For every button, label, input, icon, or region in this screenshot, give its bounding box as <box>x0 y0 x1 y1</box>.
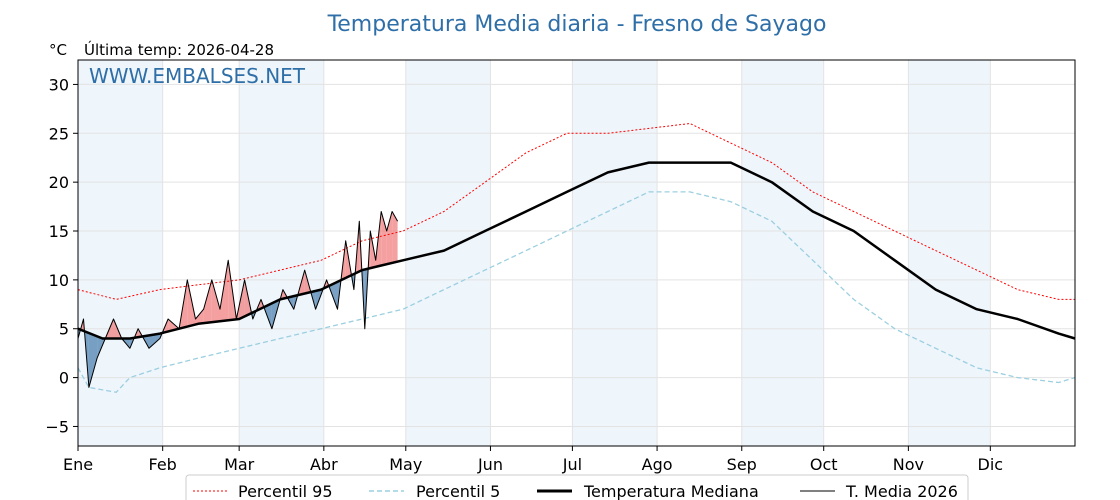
y-tick-label-25: 25 <box>49 124 69 143</box>
series-line-p5 <box>77 191 1076 394</box>
month-shade-1 <box>239 60 324 446</box>
plot-frame <box>77 59 1076 447</box>
x-tick-label-May: May <box>389 455 422 474</box>
y-tick-label-30: 30 <box>49 75 69 94</box>
x-tick-label-Dic: Dic <box>978 455 1004 474</box>
y-tick-label-10: 10 <box>49 271 69 290</box>
legend: Percentil 95 Percentil 5 Temperatura Med… <box>185 474 969 500</box>
legend-label-p95: Percentil 95 <box>238 482 333 500</box>
y-tick-label--5: −5 <box>45 417 69 436</box>
series-lines <box>77 122 1076 394</box>
x-tick-label-Jun: Jun <box>477 455 503 474</box>
fill-segment-10 <box>149 333 160 349</box>
series-line-p95 <box>77 122 1075 300</box>
x-axis: Ene Feb Mar Abr May Jun Jul Ago Sep Oct Nov Dic <box>63 446 1003 474</box>
series-line-current <box>77 211 399 388</box>
y-tick-label-15: 15 <box>49 222 69 241</box>
x-tick-label-Ene: Ene <box>63 455 93 474</box>
y-tick-label-0: 0 <box>59 369 69 388</box>
month-shade-2 <box>405 60 491 446</box>
fill-segment-37 <box>381 211 387 266</box>
series-line-median <box>77 161 1076 340</box>
fill-segment-3 <box>88 333 98 388</box>
x-tick-label-Sep: Sep <box>727 455 757 474</box>
fill-segment-38 <box>386 211 393 265</box>
y-tick-label-5: 5 <box>59 320 69 339</box>
month-shading <box>78 60 991 446</box>
chart-title: Temperatura Media diaria - Fresno de Say… <box>327 12 827 37</box>
month-shade-3 <box>572 60 658 446</box>
y-tick-label-20: 20 <box>49 173 69 192</box>
legend-box <box>185 474 969 500</box>
month-shade-5 <box>908 60 991 446</box>
watermark: WWW.EMBALSES.NET <box>89 64 306 88</box>
x-tick-label-Abr: Abr <box>310 455 338 474</box>
legend-label-median: Temperatura Mediana <box>583 482 759 500</box>
x-tick-label-Ago: Ago <box>642 455 673 474</box>
fill-segment-15 <box>195 309 204 325</box>
legend-label-current: T. Media 2026 <box>845 482 958 500</box>
x-tick-label-Nov: Nov <box>893 455 924 474</box>
x-tick-label-Oct: Oct <box>810 455 838 474</box>
fill-segment-17 <box>211 279 220 323</box>
fill-segment-39 <box>392 211 398 263</box>
x-tick-label-Mar: Mar <box>224 455 255 474</box>
month-shade-0 <box>78 60 163 446</box>
last-temp-label: Última temp: 2026-04-28 <box>84 40 274 59</box>
y-axis: 30 25 20 15 10 5 0 −5 <box>45 75 78 436</box>
month-shade-4 <box>741 60 824 446</box>
unit-label: °C <box>49 41 67 59</box>
x-tick-label-Jul: Jul <box>562 455 582 474</box>
legend-label-p5: Percentil 5 <box>416 482 500 500</box>
x-tick-label-Feb: Feb <box>149 455 177 474</box>
fill-segment-16 <box>203 279 212 324</box>
